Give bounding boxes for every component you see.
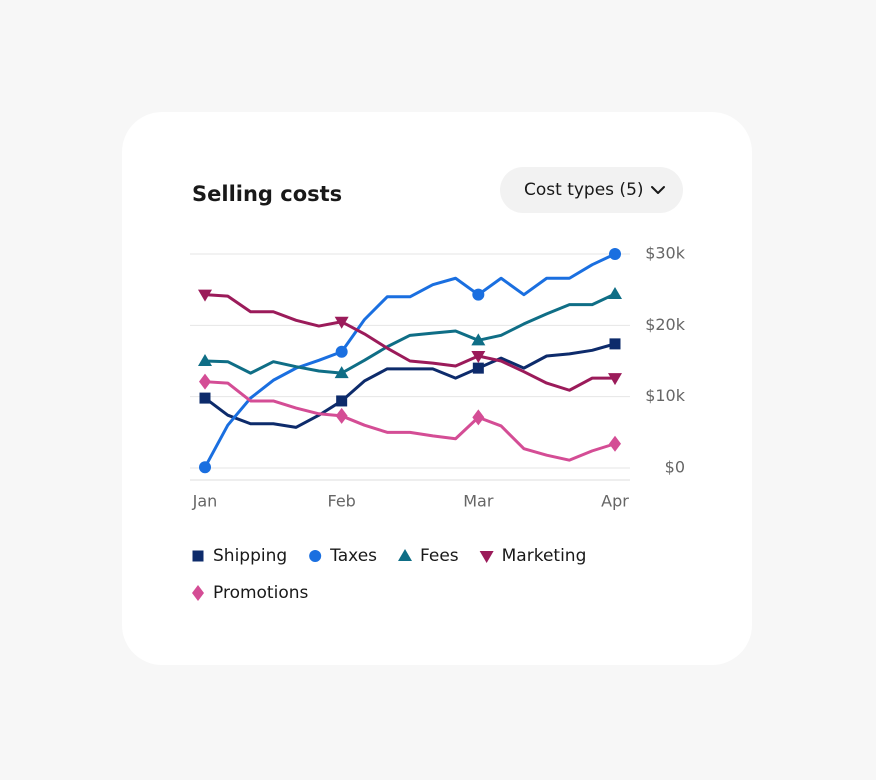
y-tick-label: $0 xyxy=(665,458,685,477)
button-bg[interactable] xyxy=(500,167,683,213)
chart-title: Selling costs xyxy=(192,182,342,206)
point-marker xyxy=(608,286,622,299)
x-tick-label: Feb xyxy=(328,492,356,511)
point-marker xyxy=(472,362,484,374)
cost-types-button[interactable]: Cost types (5) xyxy=(500,167,683,213)
point-marker xyxy=(199,461,211,474)
legend-label: Shipping xyxy=(213,546,287,566)
x-tick-label: Apr xyxy=(601,492,629,511)
x-tick-label: Mar xyxy=(463,492,494,511)
legend-label: Promotions xyxy=(213,583,308,603)
line-series xyxy=(203,292,617,375)
point-marker xyxy=(472,409,485,426)
legend-label: Marketing xyxy=(502,546,587,566)
point-marker xyxy=(334,366,349,379)
point-marker xyxy=(471,351,486,364)
legend-marker xyxy=(479,551,494,563)
x-tick-label: Jan xyxy=(192,492,218,511)
point-marker xyxy=(609,435,621,452)
point-marker xyxy=(199,373,211,390)
card xyxy=(122,112,752,665)
point-marker xyxy=(198,289,212,302)
legend-marker xyxy=(398,549,413,561)
y-tick-label: $10k xyxy=(645,386,686,405)
point-marker xyxy=(198,354,212,366)
legend-label: Taxes xyxy=(329,546,377,566)
chevron[interactable] xyxy=(651,186,665,194)
line-series xyxy=(203,342,617,429)
point-marker xyxy=(335,407,348,424)
point-marker xyxy=(334,316,349,329)
line-series xyxy=(203,380,617,462)
line-series xyxy=(203,252,617,469)
legend-marker xyxy=(192,550,204,562)
point-marker xyxy=(609,338,621,350)
point-marker xyxy=(336,395,348,407)
legend-label: Fees xyxy=(420,546,459,566)
point-marker xyxy=(471,333,486,346)
legend-marker xyxy=(309,550,322,562)
point-marker xyxy=(608,373,622,386)
y-tick-label: $30k xyxy=(645,244,686,263)
y-tick-label: $20k xyxy=(645,315,686,334)
legend-marker xyxy=(192,585,204,601)
point-marker xyxy=(472,288,485,301)
button-label[interactable]: Cost types (5) xyxy=(524,180,644,200)
point-marker xyxy=(199,392,211,404)
line-series xyxy=(203,293,617,392)
point-marker xyxy=(609,248,621,260)
point-marker xyxy=(335,345,348,358)
